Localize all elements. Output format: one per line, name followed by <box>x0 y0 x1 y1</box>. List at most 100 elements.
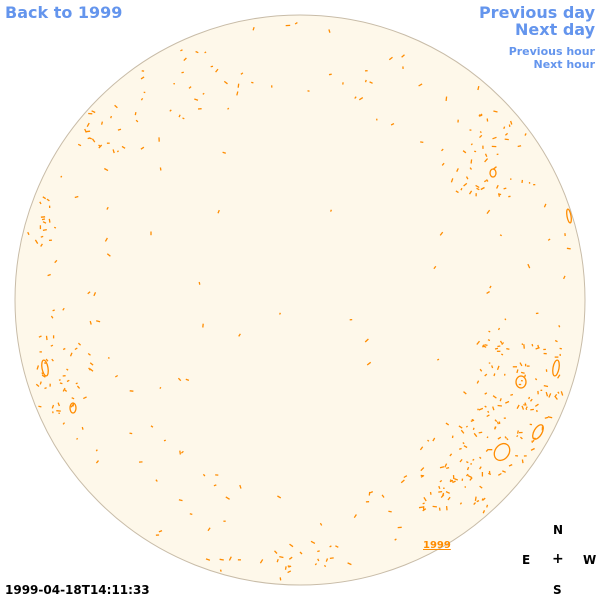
contour-fragment <box>496 421 500 425</box>
contour-fragment <box>506 438 509 441</box>
contour-fragment <box>441 148 444 152</box>
contour-fragment <box>75 382 78 385</box>
contour-fragment <box>89 362 94 366</box>
contour-fragment <box>177 377 182 382</box>
contour-fragment <box>462 442 465 445</box>
previous-hour-link[interactable]: Previous hour <box>508 45 595 58</box>
previous-day-link[interactable]: Previous day <box>478 3 595 22</box>
contour-fragment <box>444 463 448 468</box>
contour-fragment <box>347 562 352 566</box>
contour-fragment <box>427 439 430 442</box>
contour-loop <box>566 208 572 224</box>
contour-fragment <box>314 563 318 566</box>
contour-fragment <box>535 346 540 350</box>
contour-fragment <box>497 436 502 440</box>
contour-fragment <box>222 151 227 154</box>
contour-fragment <box>41 374 46 378</box>
contour-fragment <box>460 429 465 434</box>
contour-fragment <box>469 477 473 481</box>
contour-fragment <box>219 558 224 561</box>
contour-fragment <box>554 393 558 397</box>
contour-fragment <box>545 391 549 397</box>
contour-fragment <box>179 450 182 455</box>
contour-fragment <box>480 186 485 191</box>
contour-fragment <box>479 134 483 139</box>
contour-fragment <box>103 167 109 172</box>
contour-fragment <box>497 404 502 407</box>
compass-west: W <box>583 553 597 567</box>
contour-fragment <box>516 404 520 410</box>
contour-fragment <box>501 342 505 346</box>
contour-fragment <box>62 422 66 425</box>
contour-fragment <box>530 447 535 451</box>
contour-fragment <box>433 265 437 270</box>
contour-fragment <box>560 391 564 396</box>
contour-fragment <box>323 564 327 568</box>
contour-fragment <box>98 144 101 147</box>
contour-fragment <box>493 373 496 377</box>
next-day-link[interactable]: Next day <box>515 20 595 39</box>
contour-fragment <box>91 138 96 143</box>
contour-fragment <box>449 479 454 483</box>
contour-fragment <box>53 226 57 229</box>
contour-fragment <box>473 502 476 506</box>
contour-fragment <box>207 527 211 532</box>
contour-fragment <box>38 405 42 408</box>
contour-fragment <box>557 391 560 394</box>
contour-fragment <box>50 315 54 319</box>
contour-fragment <box>484 158 489 163</box>
contour-fragment <box>420 474 425 477</box>
next-hour-link[interactable]: Next hour <box>533 58 596 71</box>
contour-fragment <box>468 190 473 195</box>
contour-fragment <box>77 342 82 346</box>
contour-fragment <box>287 570 292 574</box>
contour-fragment <box>93 292 97 297</box>
contour-fragment <box>494 419 498 423</box>
contour-fragment <box>489 285 492 289</box>
contour-fragment <box>70 404 74 408</box>
contour-fragment <box>223 80 228 85</box>
contour-fragment <box>181 71 184 74</box>
contour-fragment <box>557 374 561 379</box>
year-link[interactable]: 1999 <box>423 540 451 551</box>
contour-fragment <box>66 368 69 371</box>
contour-fragment <box>432 505 437 508</box>
contour-fragment <box>317 558 320 562</box>
contour-fragment <box>531 343 534 347</box>
compass-east: E <box>522 553 531 567</box>
contour-fragment <box>279 312 281 315</box>
contour-fragment <box>310 540 316 544</box>
contour-fragment <box>198 281 201 285</box>
contour-fragment <box>478 114 481 117</box>
contour-fragment <box>423 496 427 502</box>
contour-fragment <box>86 122 90 128</box>
contour-fragment <box>524 402 527 406</box>
contour-fragment <box>400 479 405 484</box>
contour-fragment <box>470 419 475 423</box>
contour-fragment <box>57 402 61 407</box>
back-to-year-link[interactable]: Back to 1999 <box>5 3 123 22</box>
contour-fragment <box>42 196 47 200</box>
solar-disk <box>14 14 586 586</box>
contour-fragment <box>528 396 531 400</box>
contour-fragment <box>194 98 199 101</box>
contour-fragment <box>135 119 139 123</box>
contour-fragment <box>478 431 483 434</box>
contour-fragment <box>479 131 482 134</box>
contour-fragment <box>140 76 145 80</box>
contour-fragment <box>504 436 507 439</box>
contour-fragment <box>496 365 500 371</box>
contour-fragment <box>484 373 488 377</box>
contour-fragment <box>458 447 462 450</box>
contour-fragment <box>422 508 427 512</box>
contour-fragment <box>547 238 551 241</box>
contour-fragment <box>169 109 172 112</box>
contour-fragment <box>504 138 509 141</box>
contour-fragment <box>27 231 30 236</box>
contour-fragment <box>487 339 491 342</box>
contour-fragment <box>459 458 463 463</box>
contour-fragment <box>95 460 99 464</box>
contour-fragment <box>452 480 456 484</box>
contour-fragment <box>35 383 40 388</box>
